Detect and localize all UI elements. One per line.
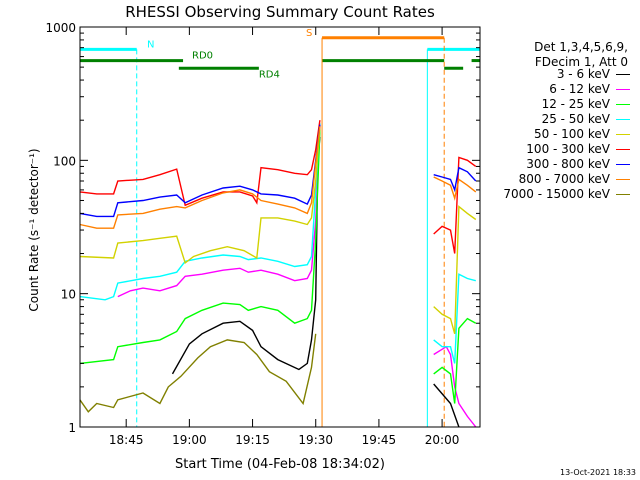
series-line-100-300-kev-part-1 — [433, 156, 477, 254]
series-line-800-7000-kev-part-1 — [433, 176, 477, 201]
series-25-50-kev — [79, 123, 476, 364]
series-3-6-kev — [171, 136, 460, 428]
x-tick-label-4: 19:45 — [362, 433, 397, 447]
x-tick-label-2: 19:15 — [235, 433, 270, 447]
series-12-25-kev — [79, 129, 477, 404]
legend-label: 100 - 300 keV — [526, 142, 610, 156]
legend-entry-300-800-kev: 300 - 800 keV — [484, 157, 630, 172]
timestamp: 13-Oct-2021 18:33 — [560, 468, 636, 477]
legend-header-line-2: FDecim 1, Att 0 — [534, 55, 628, 69]
x-tick-label-0: 18:45 — [109, 433, 144, 447]
legend-swatch — [616, 74, 630, 75]
state-bar-n-label: N — [147, 39, 154, 50]
series-300-800-kev — [79, 124, 477, 218]
legend-swatch — [616, 149, 630, 150]
series-line-300-800-kev-part-1 — [433, 166, 477, 193]
legend-entry-100-300-kev: 100 - 300 keV — [484, 142, 630, 157]
state-bar-s-label: S — [306, 28, 312, 39]
series-7000-15000-kev — [79, 333, 317, 413]
y-tick-label-2: 100 — [53, 154, 76, 168]
state-bar-rd0-label: RD0 — [192, 51, 213, 62]
series-line-50-100-kev-part-1 — [433, 205, 477, 334]
legend-entry-25-50-kev: 25 - 50 keV — [484, 112, 630, 127]
legend-swatch — [616, 119, 630, 120]
series-line-50-100-kev-part-0 — [79, 126, 321, 265]
x-tick-label-5: 20:00 — [425, 433, 460, 447]
legend-entry-7000-15000-kev: 7000 - 15000 keV — [484, 187, 630, 202]
legend-label: 12 - 25 keV — [541, 97, 610, 111]
series-100-300-kev — [79, 120, 477, 254]
x-axis-label: Start Time (04-Feb-08 18:34:02) — [175, 457, 385, 472]
legend-entry-12-25-kev: 12 - 25 keV — [484, 97, 630, 112]
x-tick-label-3: 19:30 — [298, 433, 333, 447]
y-tick-label-0: 1 — [68, 421, 76, 435]
chart-title: RHESSI Observing Summary Count Rates — [125, 3, 435, 21]
series-line-7000-15000-kev-part-0 — [79, 333, 317, 413]
legend-swatch — [616, 104, 630, 105]
legend-swatch — [616, 134, 630, 135]
series-line-25-50-kev-part-1 — [433, 273, 476, 364]
legend-swatch — [616, 89, 630, 90]
legend-label: 7000 - 15000 keV — [503, 187, 610, 201]
legend-label: 3 - 6 keV — [556, 67, 610, 81]
series-line-800-7000-kev-part-0 — [79, 126, 321, 229]
series-line-100-300-kev-part-0 — [79, 120, 321, 207]
y-tick-label-3: 1000 — [45, 21, 76, 35]
state-bar-rd4-label: RD4 — [259, 69, 280, 80]
legend-swatch — [616, 164, 630, 165]
plot-frame — [79, 26, 481, 428]
series-line-300-800-kev-part-0 — [79, 124, 321, 218]
legend-label: 300 - 800 keV — [526, 157, 610, 171]
series-800-7000-kev — [79, 126, 477, 229]
y-tick-label-1: 10 — [61, 288, 76, 302]
legend-entry-800-7000-kev: 800 - 7000 keV — [484, 172, 630, 187]
series-line-25-50-kev-part-0 — [79, 123, 321, 301]
legend-entry-3-6-kev: 3 - 6 keV — [484, 67, 630, 82]
series-line-12-25-kev-part-1 — [433, 317, 477, 404]
x-tick-label-1: 19:00 — [172, 433, 207, 447]
series-line-6-12-kev-part-0 — [117, 126, 321, 298]
series-50-100-kev — [79, 126, 477, 334]
legend-entry-6-12-kev: 6 - 12 keV — [484, 82, 630, 97]
legend-swatch — [616, 179, 630, 180]
y-axis-label: Count Rate (s⁻¹ detector⁻¹) — [27, 148, 41, 311]
series-line-3-6-kev-part-0 — [171, 136, 321, 375]
legend-label: 800 - 7000 keV — [518, 172, 610, 186]
series-line-12-25-kev-part-0 — [79, 129, 321, 365]
legend-label: 6 - 12 keV — [549, 82, 610, 96]
legend-label: 25 - 50 keV — [541, 112, 610, 126]
legend-label: 50 - 100 keV — [533, 127, 610, 141]
legend-swatch — [616, 194, 630, 195]
series-line-3-6-kev-part-1 — [433, 383, 460, 428]
legend-entry-50-100-kev: 50 - 100 keV — [484, 127, 630, 142]
legend-header-line-1: Det 1,3,4,5,6,9, — [534, 40, 628, 54]
